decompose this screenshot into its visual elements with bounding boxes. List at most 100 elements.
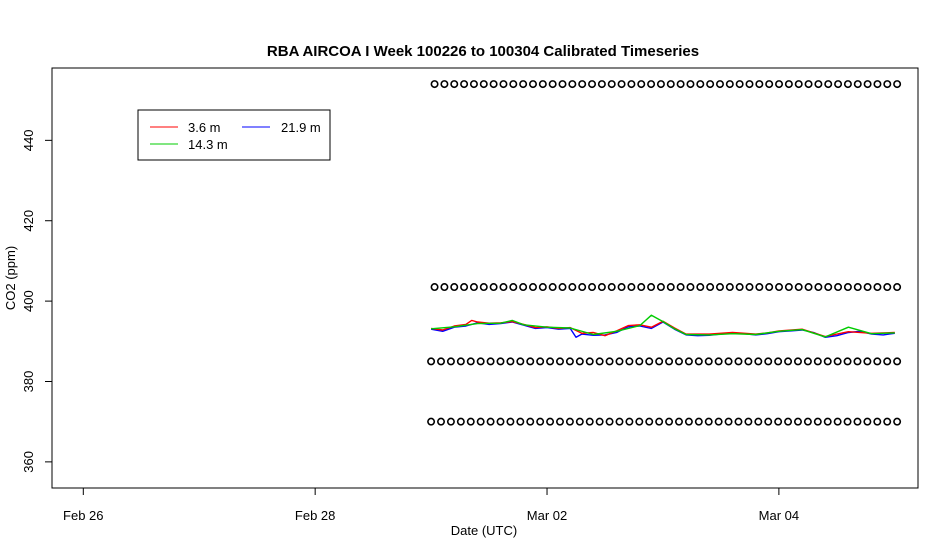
legend-label-3-6m: 3.6 m (188, 120, 221, 135)
calibration-marker-6-5 (476, 417, 485, 426)
calibration-marker-6-1 (437, 417, 446, 426)
calibration-marker-5-18 (605, 357, 614, 366)
y-tick-label-440: 440 (21, 129, 36, 151)
calibration-marker-3-0 (430, 80, 439, 89)
calibration-markers (427, 80, 902, 426)
calibration-marker-4-3 (460, 283, 469, 292)
x-tick-label-feb-28: Feb 28 (295, 508, 335, 523)
calibration-marker-4-22 (647, 283, 656, 292)
calibration-marker-5-21 (635, 357, 644, 366)
calibration-marker-5-45 (873, 357, 882, 366)
calibration-marker-4-29 (715, 283, 724, 292)
calibration-marker-5-44 (863, 357, 872, 366)
calibration-marker-4-42 (843, 283, 852, 292)
calibration-marker-5-46 (883, 357, 892, 366)
calibration-marker-4-25 (676, 283, 685, 292)
calibration-marker-3-28 (706, 80, 715, 89)
calibration-marker-3-41 (834, 80, 843, 89)
chart-title: RBA AIRCOA I Week 100226 to 100304 Calib… (267, 43, 699, 60)
calibration-marker-4-35 (775, 283, 784, 292)
calibration-marker-3-6 (489, 80, 498, 89)
calibration-marker-3-9 (519, 80, 528, 89)
calibration-marker-5-7 (496, 357, 505, 366)
calibration-marker-3-37 (794, 80, 803, 89)
calibration-marker-4-40 (824, 283, 833, 292)
calibration-marker-3-14 (568, 80, 577, 89)
calibration-marker-3-26 (686, 80, 695, 89)
calibration-marker-3-3 (460, 80, 469, 89)
calibration-marker-3-27 (696, 80, 705, 89)
calibration-marker-6-39 (813, 417, 822, 426)
calibration-marker-4-45 (873, 283, 882, 292)
y-axis: 360 380 400 420 440 (21, 129, 52, 473)
calibration-marker-5-36 (784, 357, 793, 366)
y-axis-label: CO2 (ppm) (3, 246, 18, 310)
calibration-marker-3-47 (893, 80, 902, 89)
y-tick-label-400: 400 (21, 290, 36, 312)
calibration-marker-5-16 (585, 357, 594, 366)
calibration-marker-3-7 (499, 80, 508, 89)
calibration-marker-5-40 (823, 357, 832, 366)
calibration-marker-3-46 (883, 80, 892, 89)
calibration-marker-4-1 (440, 283, 449, 292)
calibration-marker-6-19 (615, 417, 624, 426)
calibration-marker-5-12 (546, 357, 555, 366)
calibration-marker-5-0 (427, 357, 436, 366)
calibration-marker-6-35 (774, 417, 783, 426)
calibration-marker-3-24 (666, 80, 675, 89)
calibration-marker-5-33 (754, 357, 763, 366)
calibration-marker-4-39 (814, 283, 823, 292)
calibration-marker-5-24 (665, 357, 674, 366)
calibration-marker-6-42 (843, 417, 852, 426)
calibration-marker-6-20 (625, 417, 634, 426)
legend-box (137, 109, 331, 161)
calibration-marker-6-12 (546, 417, 555, 426)
calibration-marker-4-46 (883, 283, 892, 292)
calibration-marker-4-23 (656, 283, 665, 292)
calibration-marker-3-32 (745, 80, 754, 89)
calibration-marker-5-11 (536, 357, 545, 366)
calibration-marker-3-5 (479, 80, 488, 89)
calibration-marker-6-38 (803, 417, 812, 426)
calibration-marker-6-6 (486, 417, 495, 426)
calibration-marker-4-16 (588, 283, 597, 292)
calibration-marker-3-1 (440, 80, 449, 89)
calibration-marker-6-31 (734, 417, 743, 426)
calibration-marker-6-40 (823, 417, 832, 426)
calibration-marker-4-6 (489, 283, 498, 292)
calibration-marker-6-28 (704, 417, 713, 426)
calibration-marker-6-33 (754, 417, 763, 426)
calibration-marker-6-30 (724, 417, 733, 426)
calibration-marker-4-15 (578, 283, 587, 292)
calibration-marker-6-3 (456, 417, 465, 426)
x-axis-label: Date (UTC) (451, 523, 517, 538)
calibration-marker-4-2 (450, 283, 459, 292)
calibration-marker-6-34 (764, 417, 773, 426)
calibration-marker-5-29 (714, 357, 723, 366)
calibration-marker-3-15 (578, 80, 587, 89)
calibration-marker-4-4 (469, 283, 478, 292)
calibration-marker-3-11 (538, 80, 547, 89)
calibration-marker-6-7 (496, 417, 505, 426)
calibration-marker-3-21 (637, 80, 646, 89)
calibration-marker-6-14 (565, 417, 574, 426)
calibration-marker-6-0 (427, 417, 436, 426)
calibration-marker-5-1 (437, 357, 446, 366)
calibration-marker-3-30 (725, 80, 734, 89)
calibration-marker-5-39 (813, 357, 822, 366)
calibration-marker-6-24 (665, 417, 674, 426)
calibration-marker-6-44 (863, 417, 872, 426)
calibration-marker-5-43 (853, 357, 862, 366)
calibration-marker-4-32 (745, 283, 754, 292)
calibration-marker-3-4 (469, 80, 478, 89)
calibration-marker-3-20 (627, 80, 636, 89)
calibration-marker-4-30 (725, 283, 734, 292)
calibration-marker-4-18 (607, 283, 616, 292)
calibration-marker-4-47 (893, 283, 902, 292)
calibration-marker-5-19 (615, 357, 624, 366)
calibration-marker-3-8 (509, 80, 518, 89)
calibration-marker-3-44 (863, 80, 872, 89)
calibration-marker-4-34 (765, 283, 774, 292)
calibration-marker-4-26 (686, 283, 695, 292)
